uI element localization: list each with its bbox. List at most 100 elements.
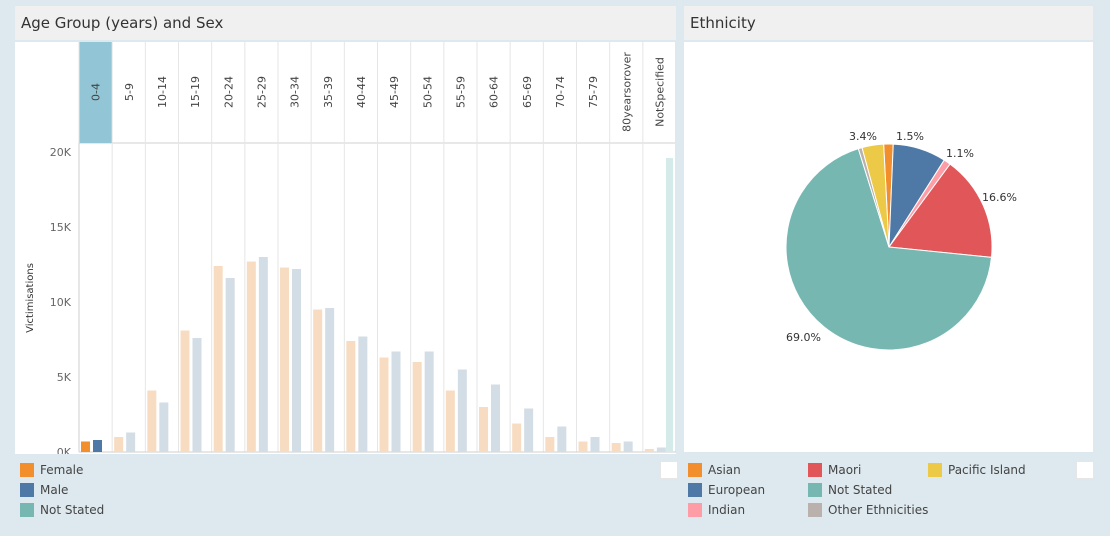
category-label[interactable]: 75-79 bbox=[587, 76, 600, 108]
bar-female[interactable] bbox=[479, 407, 488, 452]
legend-swatch bbox=[688, 503, 702, 517]
category-label[interactable]: 5-9 bbox=[123, 83, 136, 101]
category-label[interactable]: 45-49 bbox=[388, 76, 401, 108]
bar-female[interactable] bbox=[346, 341, 356, 452]
category-label[interactable]: 40-44 bbox=[355, 76, 368, 108]
legend-swatch bbox=[20, 483, 34, 497]
bar-female[interactable] bbox=[180, 330, 190, 453]
legend-label: Other Ethnicities bbox=[828, 503, 929, 517]
age-panel-title: Age Group (years) and Sex bbox=[15, 6, 676, 40]
ethnicity-pie-chart[interactable]: 1.5% 1.1% 16.6% 69.0% 3.4% bbox=[684, 42, 1093, 452]
pie-slice-pacific-island[interactable] bbox=[861, 143, 890, 248]
bar-female[interactable] bbox=[644, 449, 654, 452]
age-bar-chart[interactable]: 0-4 5-9 10-14 15-19 20-24 25-29 30-34 35-39 40-4… bbox=[15, 42, 676, 459]
pie-label-indian: 1.1% bbox=[946, 147, 974, 160]
age-legend-placeholder bbox=[660, 461, 678, 479]
category-label[interactable]: 65-69 bbox=[521, 76, 534, 108]
legend-label: European bbox=[708, 483, 766, 497]
pie-label-pacific-island: 3.4% bbox=[849, 130, 877, 143]
legend-swatch bbox=[20, 503, 34, 517]
category-label[interactable]: NotSpecified bbox=[653, 57, 666, 127]
bar-female[interactable] bbox=[412, 362, 422, 452]
category-label[interactable]: 70-74 bbox=[554, 76, 567, 108]
y-axis-label: Victimisations bbox=[25, 263, 36, 333]
category-label[interactable]: 10-14 bbox=[156, 76, 169, 108]
ethnicity-legend-placeholder bbox=[1076, 461, 1094, 479]
category-label[interactable]: 35-39 bbox=[322, 76, 335, 108]
ethnicity-panel-title: Ethnicity bbox=[684, 6, 1093, 40]
legend-label: Not Stated bbox=[40, 503, 105, 517]
legend-swatch bbox=[808, 503, 822, 517]
bar-female[interactable] bbox=[379, 357, 389, 453]
category-label[interactable]: 20-24 bbox=[222, 76, 235, 108]
bar-male[interactable] bbox=[623, 441, 633, 453]
age-chart-card: 0-4 5-9 10-14 15-19 20-24 25-29 30-34 35-39 40-4… bbox=[15, 42, 676, 459]
pie-slice-maori[interactable] bbox=[888, 163, 993, 258]
legend-swatch bbox=[688, 463, 702, 477]
bar-female[interactable] bbox=[280, 267, 289, 453]
bar-male[interactable] bbox=[491, 384, 500, 453]
y-tick-label: 5K bbox=[57, 371, 72, 384]
bar-male[interactable] bbox=[424, 351, 434, 453]
y-tick-label: 0K bbox=[57, 446, 72, 454]
bar-female[interactable] bbox=[213, 266, 223, 452]
bar-not-stated[interactable] bbox=[666, 158, 673, 452]
legend-swatch bbox=[20, 463, 34, 477]
legend-label: Male bbox=[40, 483, 69, 497]
bar-male[interactable] bbox=[292, 269, 301, 452]
bar-female[interactable] bbox=[81, 441, 90, 453]
bar-female[interactable] bbox=[313, 309, 323, 453]
bar-female[interactable] bbox=[611, 443, 621, 452]
category-label[interactable]: 80yearsorover bbox=[620, 52, 633, 132]
ethnicity-legend: Asian European Indian Maori Not Stated Other … bbox=[688, 462, 1068, 532]
pie-slice-not-stated[interactable] bbox=[785, 148, 993, 351]
legend-label: Maori bbox=[828, 463, 862, 477]
category-label[interactable]: 30-34 bbox=[289, 76, 302, 108]
bar-male[interactable] bbox=[391, 351, 401, 453]
y-tick-label: 10K bbox=[50, 296, 72, 309]
pie-label-not-stated: 69.0% bbox=[786, 331, 821, 344]
bar-male[interactable] bbox=[325, 308, 335, 452]
bar-female[interactable] bbox=[545, 437, 555, 452]
bar-female[interactable] bbox=[114, 437, 124, 452]
pie-label-asian: 1.5% bbox=[896, 130, 924, 143]
bar-male[interactable] bbox=[457, 369, 467, 453]
category-label[interactable]: 15-19 bbox=[189, 76, 202, 108]
category-label[interactable]: 50-54 bbox=[421, 76, 434, 108]
bar-male[interactable] bbox=[590, 437, 600, 452]
bar-male[interactable] bbox=[524, 408, 534, 453]
legend-label: Asian bbox=[708, 463, 741, 477]
bar-male[interactable] bbox=[225, 278, 235, 452]
legend-label: Not Stated bbox=[828, 483, 893, 497]
bar-male[interactable] bbox=[557, 426, 567, 453]
ethnicity-chart-card: 1.5% 1.1% 16.6% 69.0% 3.4% bbox=[684, 42, 1093, 452]
category-label[interactable]: 0-4 bbox=[90, 83, 103, 101]
bar-female[interactable] bbox=[578, 441, 588, 453]
bar-male[interactable] bbox=[358, 336, 368, 453]
bar-female[interactable] bbox=[512, 423, 522, 453]
category-label[interactable]: 55-59 bbox=[454, 76, 467, 108]
bar-male[interactable] bbox=[159, 402, 169, 453]
category-label[interactable]: 25-29 bbox=[255, 76, 268, 108]
legend-swatch bbox=[808, 463, 822, 477]
age-legend: Female Male Not Stated bbox=[20, 462, 220, 532]
legend-swatch bbox=[808, 483, 822, 497]
pie-label-maori: 16.6% bbox=[982, 191, 1017, 204]
bar-female[interactable] bbox=[246, 261, 256, 453]
bar-male[interactable] bbox=[656, 447, 666, 453]
bar-male[interactable] bbox=[93, 440, 102, 452]
bar-male[interactable] bbox=[192, 338, 202, 452]
y-tick-label: 20K bbox=[50, 146, 72, 159]
legend-label: Pacific Island bbox=[948, 463, 1026, 477]
bar-male[interactable] bbox=[126, 432, 136, 453]
bar-male[interactable] bbox=[258, 257, 268, 452]
legend-label: Indian bbox=[708, 503, 746, 517]
y-tick-label: 15K bbox=[50, 221, 72, 234]
legend-swatch bbox=[688, 483, 702, 497]
legend-label: Female bbox=[40, 463, 84, 477]
category-label[interactable]: 60-64 bbox=[488, 76, 501, 108]
selected-category-header[interactable] bbox=[79, 42, 113, 143]
bar-female[interactable] bbox=[147, 390, 157, 453]
bar-female[interactable] bbox=[445, 390, 455, 453]
legend-swatch bbox=[928, 463, 942, 477]
